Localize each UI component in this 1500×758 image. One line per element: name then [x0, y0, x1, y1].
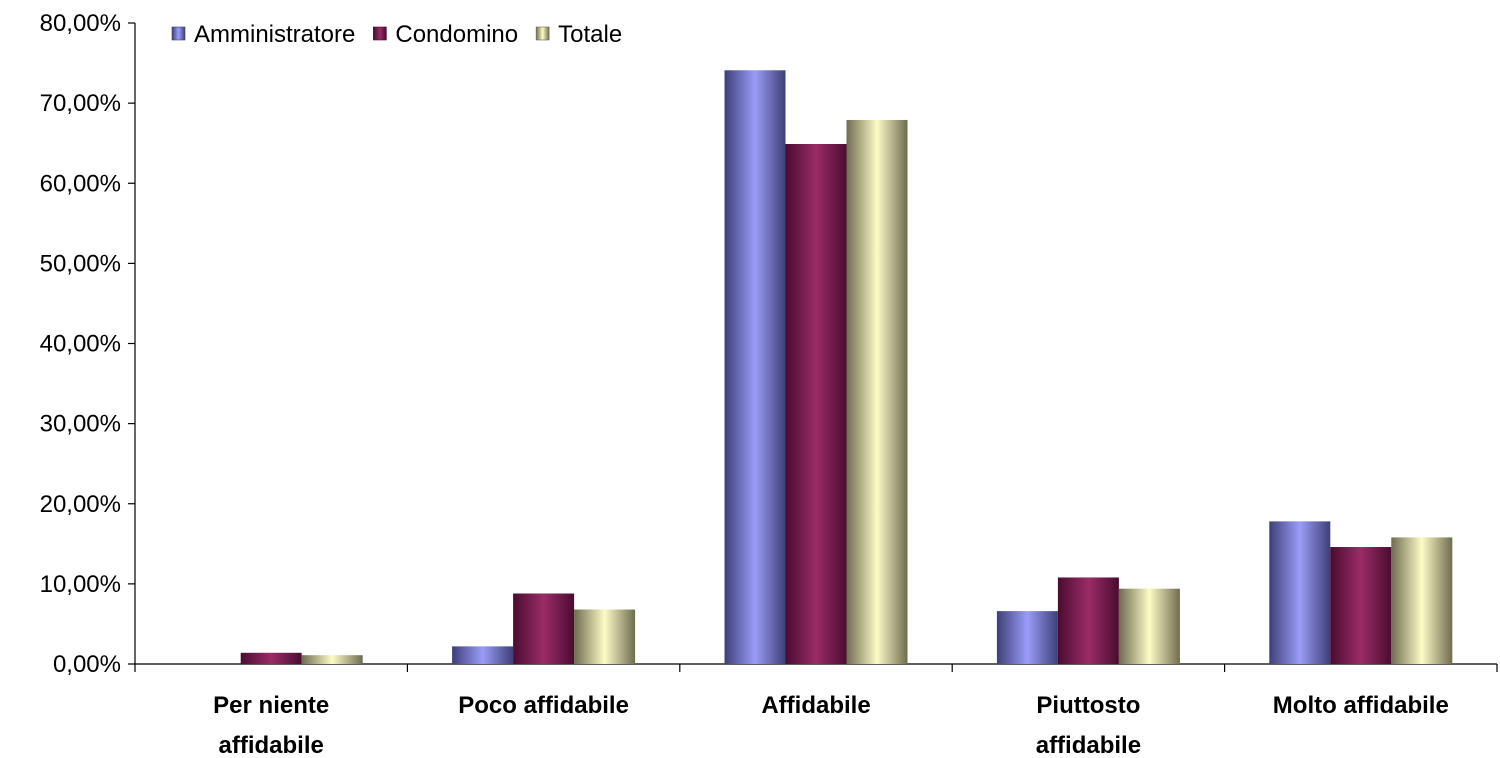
- bar-totale-1: [574, 609, 636, 664]
- legend: Amministratore Condomino Totale: [171, 21, 622, 48]
- bar-condomino-4: [1330, 547, 1392, 664]
- x-tick-label: Molto affidabile: [1273, 692, 1449, 719]
- y-tick-label: 40,00%: [40, 331, 121, 358]
- bar-condomino-2: [785, 143, 847, 664]
- bar-totale-4: [1391, 537, 1453, 664]
- bar-totale-2: [846, 119, 908, 665]
- bar-amministratore-4: [1269, 521, 1331, 664]
- y-tick-label: 80,00%: [40, 10, 121, 37]
- y-tick-label: 0,00%: [53, 651, 121, 678]
- x-tick-label: Poco affidabile: [458, 692, 629, 719]
- y-tick-label: 70,00%: [40, 90, 121, 117]
- legend-swatch: [171, 26, 186, 41]
- legend-label: Totale: [558, 21, 622, 48]
- bar-condomino-1: [513, 593, 575, 664]
- tick-labels: 0,00% 10,00% 20,00% 30,00% 40,00% 50,00% 60,00…: [40, 10, 1449, 758]
- legend-swatch: [373, 26, 387, 41]
- bar-condomino-0: [240, 652, 302, 664]
- bar-totale-0: [301, 655, 363, 664]
- legend-swatch: [535, 26, 550, 41]
- x-tick-label: Piuttosto affidabile: [1036, 692, 1141, 758]
- y-tick-label: 30,00%: [40, 411, 121, 438]
- bar-totale-3: [1118, 588, 1180, 664]
- bar-condomino-3: [1057, 577, 1119, 664]
- y-tick-label: 60,00%: [40, 170, 121, 197]
- legend-label: Amministratore: [194, 21, 355, 48]
- bar-amministratore-2: [724, 70, 786, 665]
- legend-label: Condomino: [395, 21, 518, 48]
- x-tick-label: Affidabile: [761, 692, 870, 719]
- y-tick-label: 10,00%: [40, 571, 121, 598]
- y-tick-label: 20,00%: [40, 491, 121, 518]
- y-tick-label: 50,00%: [40, 250, 121, 277]
- bars: [240, 70, 1453, 665]
- x-tick-label: Per niente affidabile: [213, 692, 329, 758]
- bar-amministratore-3: [996, 611, 1058, 664]
- bar-amministratore-1: [452, 646, 514, 664]
